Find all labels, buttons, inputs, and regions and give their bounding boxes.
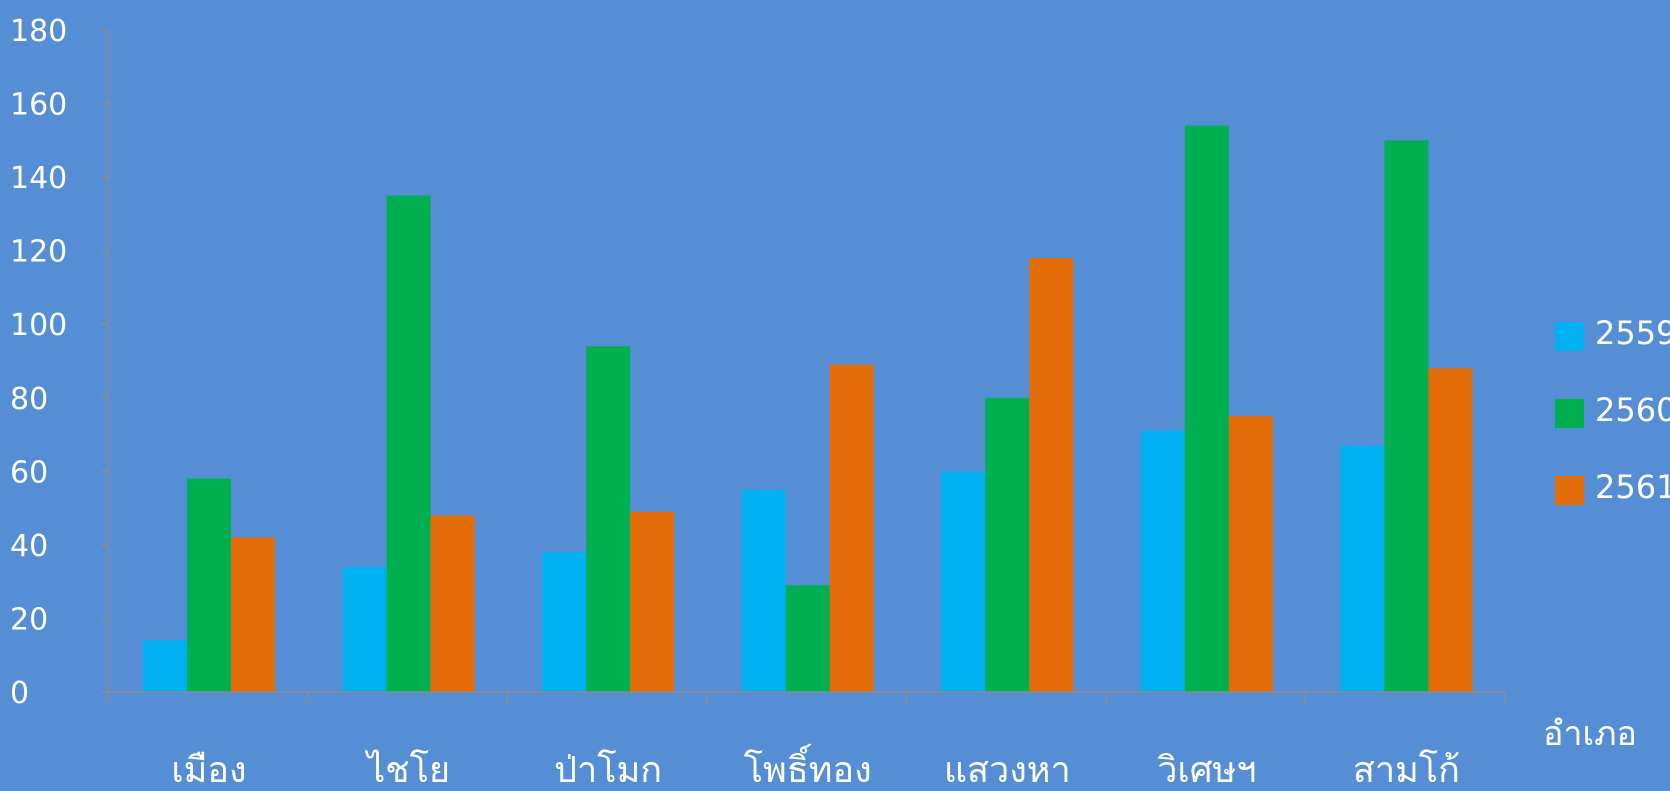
y-tick-label: 180 <box>10 14 67 49</box>
bar-2559-1 <box>143 641 187 692</box>
y-tick-label: 0 <box>10 676 29 711</box>
bar-2559-3 <box>542 552 586 692</box>
bar-2559-5 <box>941 471 985 692</box>
bar-2559-2 <box>343 567 387 692</box>
legend-label-2560: 2560 <box>1595 391 1670 429</box>
category-label: สามโก้ <box>1353 749 1460 791</box>
legend-swatch-2561 <box>1555 476 1584 505</box>
y-tick-label: 120 <box>10 235 67 270</box>
legend-swatch-2559 <box>1555 322 1584 351</box>
y-tick-label: 140 <box>10 161 67 196</box>
legend-label-2561: 2561 <box>1595 468 1670 506</box>
y-tick-label: 80 <box>10 382 48 417</box>
bar-2561-3 <box>630 512 674 692</box>
y-tick-label: 60 <box>10 455 48 490</box>
bar-2559-4 <box>742 490 786 692</box>
bar-2560-3 <box>586 346 630 692</box>
bar-2559-6 <box>1141 431 1185 692</box>
category-label: เมือง <box>171 750 246 791</box>
y-tick-label: 160 <box>10 88 67 123</box>
bar-2560-7 <box>1384 140 1428 692</box>
y-tick-label: 20 <box>10 602 48 637</box>
legend: 2559 2560 2561 <box>1555 314 1670 506</box>
bar-2560-2 <box>387 196 431 693</box>
bar-2561-2 <box>431 515 475 692</box>
y-tick-label: 40 <box>10 529 48 564</box>
bar-2560-1 <box>187 479 231 692</box>
category-label: แสวงหา <box>944 750 1071 791</box>
category-label: โพธิ์ทอง <box>744 743 872 791</box>
bar-2559-7 <box>1340 446 1384 692</box>
bar-2561-4 <box>830 365 874 692</box>
bar-2561-5 <box>1029 258 1073 692</box>
bar-2561-6 <box>1229 416 1273 692</box>
bar-2561-7 <box>1428 368 1472 692</box>
legend-label-2559: 2559 <box>1595 314 1670 352</box>
y-tick-label: 100 <box>10 308 67 343</box>
bar-2560-6 <box>1185 126 1229 692</box>
category-label: ไชโย <box>364 749 450 791</box>
bar-2561-1 <box>231 538 275 692</box>
legend-swatch-2560 <box>1555 399 1584 428</box>
category-label: ป่าโมก <box>554 749 662 791</box>
category-label: วิเศษฯ <box>1157 750 1256 791</box>
bar-2560-4 <box>786 585 830 692</box>
x-axis-title: อำเภอ <box>1543 714 1637 754</box>
bar-2560-5 <box>985 398 1029 692</box>
